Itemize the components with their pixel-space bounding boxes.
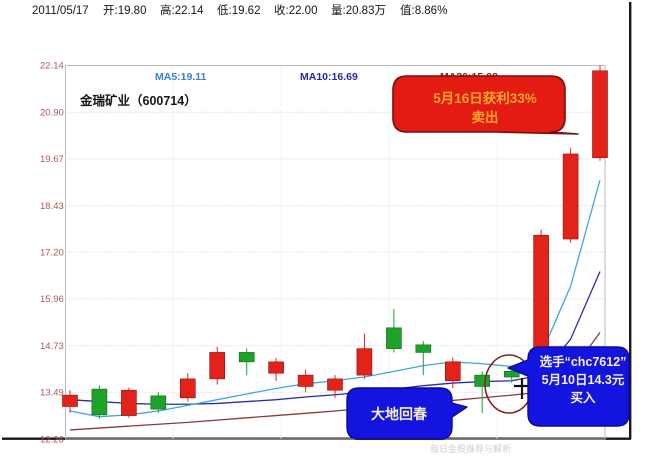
svg-text:13.49: 13.49 [40, 388, 64, 399]
svg-text:20.90: 20.90 [40, 108, 64, 119]
svg-text:5月10日14.3元: 5月10日14.3元 [542, 373, 625, 387]
svg-text:19.67: 19.67 [40, 154, 64, 165]
svg-text:MA5:19.11: MA5:19.11 [155, 71, 207, 83]
svg-text:17.20: 17.20 [40, 248, 64, 259]
svg-text:高:22.14: 高:22.14 [160, 3, 204, 17]
svg-text:金瑞矿业（600714）: 金瑞矿业（600714） [79, 93, 197, 108]
svg-text:2011/05/17: 2011/05/17 [32, 5, 89, 17]
svg-text:18.43: 18.43 [40, 201, 64, 212]
svg-text:5月16日获利33%: 5月16日获利33% [433, 90, 537, 106]
svg-text:买入: 买入 [570, 391, 596, 405]
svg-text:低:19.62: 低:19.62 [217, 4, 260, 17]
svg-text:选手“chc7612”: 选手“chc7612” [540, 354, 627, 369]
svg-text:开:19.80: 开:19.80 [103, 5, 146, 17]
svg-text:MA10:16.69: MA10:16.69 [300, 71, 358, 83]
svg-text:15.96: 15.96 [40, 294, 64, 305]
svg-text:12.26: 12.26 [40, 434, 64, 445]
svg-text:22.14: 22.14 [40, 61, 64, 72]
svg-text:14.73: 14.73 [40, 341, 64, 352]
svg-text:量:20.83万: 量:20.83万 [331, 4, 386, 17]
svg-text:收:22.00: 收:22.00 [274, 3, 317, 17]
svg-text:每日金股推荐与解析: 每日金股推荐与解析 [430, 443, 511, 454]
svg-text:卖出: 卖出 [472, 109, 499, 125]
svg-text:值:8.86%: 值:8.86% [400, 4, 447, 17]
svg-text:大地回春: 大地回春 [371, 406, 428, 422]
